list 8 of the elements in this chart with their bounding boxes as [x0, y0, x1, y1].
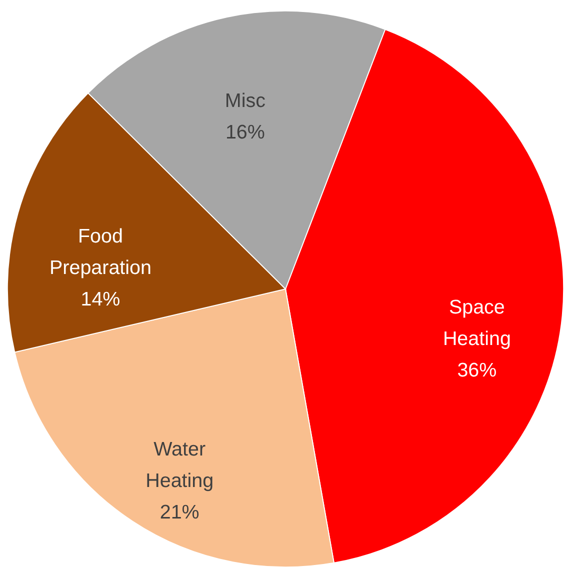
slice-label: Food Preparation — [50, 225, 152, 280]
data-label: 14% — [80, 288, 120, 311]
data-label: 21% — [160, 502, 200, 524]
slice-label: Space Heating — [442, 296, 511, 350]
data-label: 16% — [225, 121, 265, 144]
slice-label: Misc — [224, 90, 266, 112]
data-label: 36% — [457, 359, 497, 382]
slice-label: Water Heating — [146, 438, 214, 492]
